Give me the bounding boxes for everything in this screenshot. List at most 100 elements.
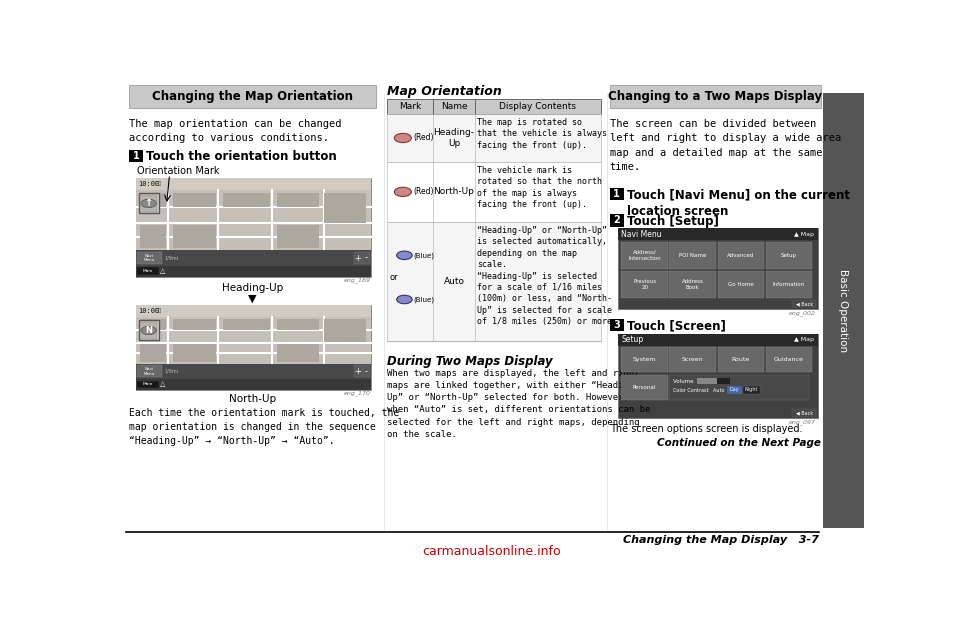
Text: Route: Route (732, 357, 750, 362)
Bar (276, 344, 320, 362)
Bar (135, 305, 372, 390)
Text: ▼: ▼ (249, 294, 256, 304)
Text: +: + (354, 254, 361, 263)
Text: 10:00: 10:00 (138, 181, 160, 187)
Text: 1/9mi: 1/9mi (165, 369, 179, 374)
Bar (324, 319, 367, 342)
Text: Address
Book: Address Book (682, 279, 704, 290)
Bar (140, 193, 166, 207)
Text: “Heading-Up” or “North-Up”
is selected automatically,
depending on the map
scale: “Heading-Up” or “North-Up” is selected a… (477, 226, 617, 326)
Bar (388, 99, 601, 114)
Bar (621, 242, 668, 269)
Text: Basic Operation: Basic Operation (838, 269, 849, 352)
Text: During Two Maps Display: During Two Maps Display (388, 355, 553, 368)
Text: ☐: ☐ (155, 181, 160, 187)
Text: Name: Name (441, 102, 468, 111)
Bar (223, 319, 270, 330)
Bar (727, 386, 742, 394)
Text: North-Up: North-Up (434, 187, 474, 197)
Text: Mark: Mark (399, 102, 421, 111)
Bar (276, 319, 320, 330)
Text: Auto: Auto (444, 277, 465, 286)
Ellipse shape (141, 326, 156, 335)
Text: -: - (365, 254, 368, 263)
Text: (Blue): (Blue) (414, 296, 435, 303)
Bar (137, 365, 162, 377)
Text: Each time the orientation mark is touched, the
map orientation is changed in the: Each time the orientation mark is touche… (130, 408, 399, 446)
Text: +: + (354, 367, 361, 375)
Text: Day: Day (730, 387, 739, 392)
Bar (276, 225, 320, 248)
Text: Main: Main (143, 382, 153, 386)
Bar (743, 386, 760, 394)
Bar (388, 114, 601, 162)
Bar (610, 85, 821, 108)
Text: (Red): (Red) (413, 187, 434, 197)
Bar (617, 333, 818, 346)
Text: eng_169: eng_169 (344, 277, 371, 283)
Bar (617, 333, 818, 418)
Text: 3: 3 (613, 320, 620, 330)
Text: carmanualsonline.info: carmanualsonline.info (422, 546, 562, 558)
Text: Advanced: Advanced (727, 253, 755, 258)
Bar (135, 364, 372, 379)
Bar (617, 228, 818, 309)
Ellipse shape (396, 295, 412, 304)
Bar (792, 409, 816, 416)
Text: 2: 2 (613, 215, 620, 226)
Bar (135, 250, 372, 266)
Ellipse shape (141, 199, 156, 208)
Bar (765, 271, 812, 298)
Text: Go Home: Go Home (728, 282, 754, 287)
Bar (669, 375, 809, 400)
Text: Changing the Map Display   3-7: Changing the Map Display 3-7 (623, 534, 819, 544)
Text: ↑: ↑ (145, 198, 153, 209)
Bar (137, 381, 158, 388)
Bar (140, 344, 166, 362)
Bar (717, 242, 764, 269)
Text: Touch [Screen]: Touch [Screen] (627, 319, 726, 333)
Text: The map is rotated so
that the vehicle is always
facing the front (up).: The map is rotated so that the vehicle i… (477, 118, 607, 150)
Text: Setup: Setup (780, 253, 797, 258)
Bar (130, 85, 375, 108)
Bar (610, 188, 624, 200)
Bar (354, 365, 362, 377)
Bar (135, 178, 372, 277)
Bar (173, 193, 216, 207)
Text: Navi Menu: Navi Menu (621, 230, 662, 239)
Text: Information: Information (773, 282, 804, 287)
Bar (138, 321, 158, 340)
Text: ◀ Back: ◀ Back (796, 301, 813, 306)
Text: North-Up: North-Up (229, 394, 276, 404)
Text: The map orientation can be changed
according to various conditions.: The map orientation can be changed accor… (130, 118, 342, 143)
Text: ◀ Back: ◀ Back (796, 410, 813, 415)
Text: 10:00: 10:00 (138, 308, 160, 314)
Text: Navi
Menu: Navi Menu (144, 254, 156, 262)
Text: Color Contrast   Auto: Color Contrast Auto (673, 388, 724, 393)
Bar (610, 319, 624, 331)
Text: Previous
20: Previous 20 (633, 279, 657, 290)
Bar (135, 266, 372, 277)
Text: eng_097: eng_097 (789, 420, 816, 425)
Bar (140, 225, 166, 248)
Bar (137, 252, 162, 264)
Text: ☐: ☐ (155, 308, 160, 314)
Bar (135, 318, 372, 364)
Text: eng_170: eng_170 (344, 391, 371, 396)
Text: △: △ (160, 268, 165, 274)
Text: Main: Main (143, 269, 153, 273)
Text: Map Orientation: Map Orientation (388, 85, 502, 98)
Text: Display Contents: Display Contents (499, 102, 576, 111)
Text: When two maps are displayed, the left and right
maps are linked together, with e: When two maps are displayed, the left an… (388, 369, 651, 438)
Text: △: △ (160, 381, 165, 387)
Text: POI Name: POI Name (679, 253, 707, 258)
Bar (173, 225, 216, 248)
Text: Volume   —          +: Volume — + (673, 379, 726, 384)
Bar (135, 379, 372, 390)
Bar (717, 271, 764, 298)
Text: Changing to a Two Maps Display: Changing to a Two Maps Display (608, 90, 823, 103)
Text: ▲ Map: ▲ Map (795, 337, 814, 342)
Bar (697, 378, 730, 384)
Bar (765, 347, 812, 372)
Bar (173, 319, 216, 330)
